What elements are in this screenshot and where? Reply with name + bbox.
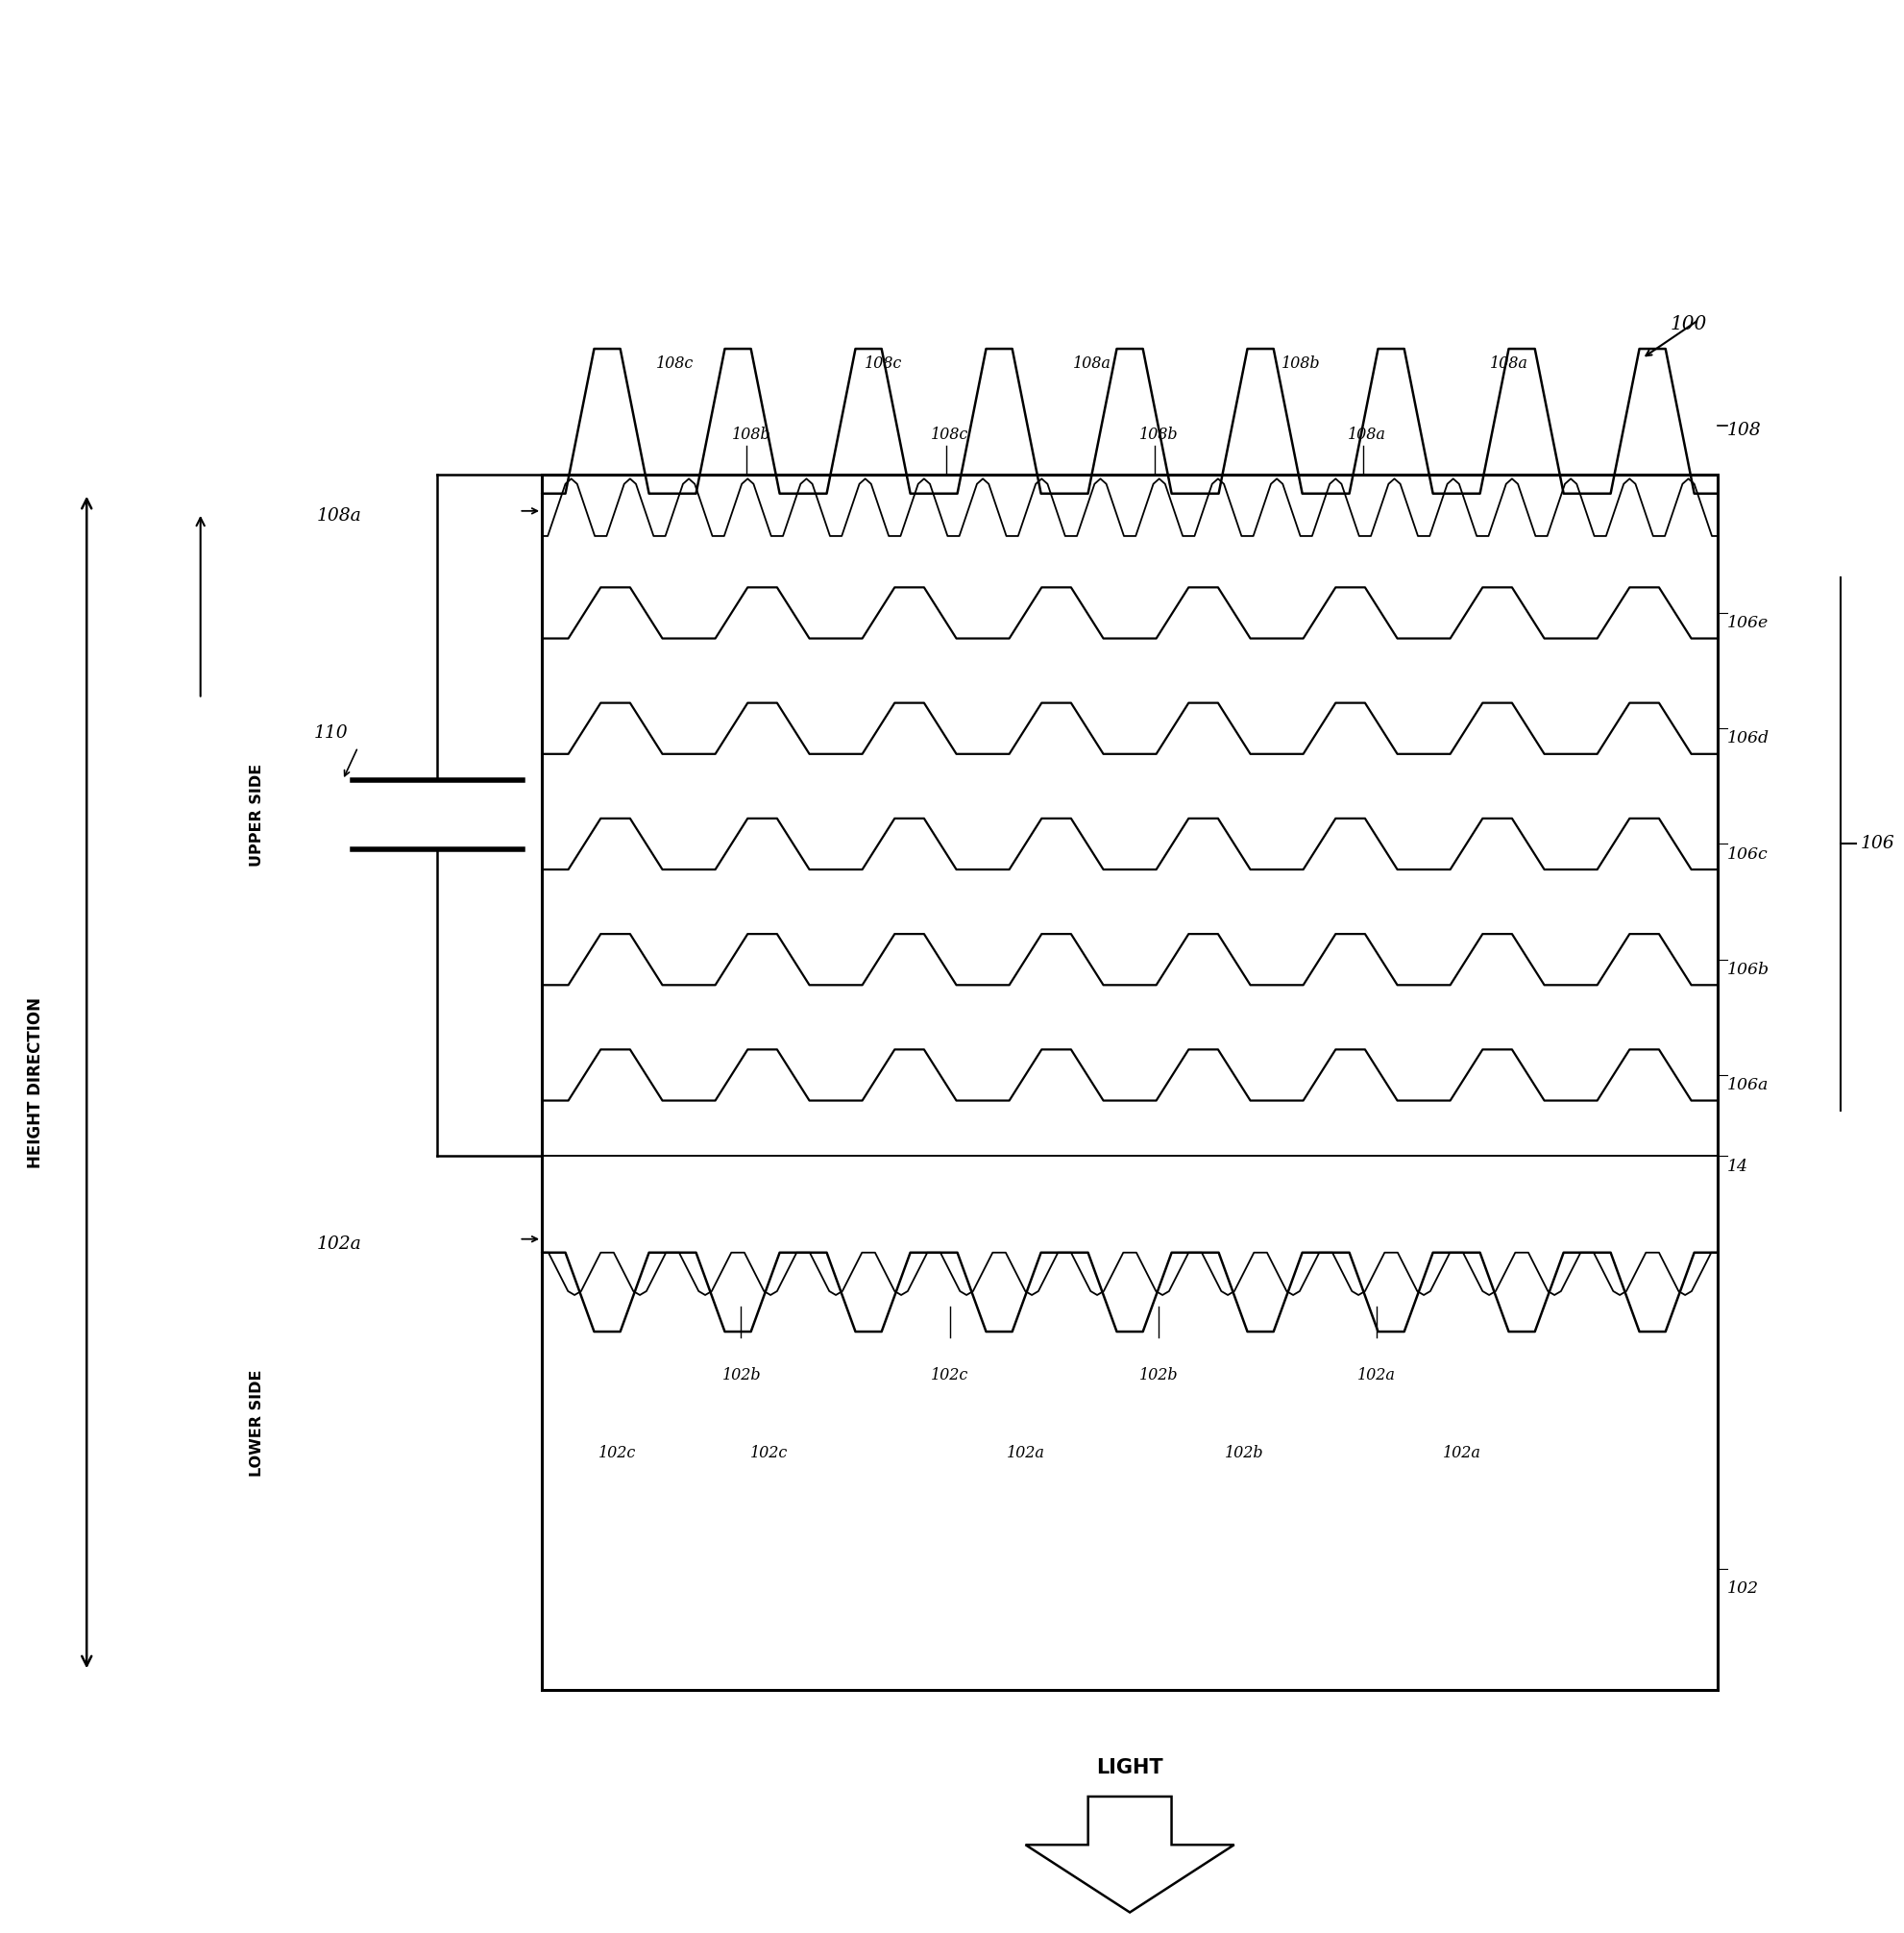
Text: 102c: 102c xyxy=(750,1444,788,1461)
Text: 110: 110 xyxy=(314,725,348,742)
Text: 108: 108 xyxy=(1727,421,1761,439)
Text: 102c: 102c xyxy=(598,1444,636,1461)
Text: 108b: 108b xyxy=(731,427,771,443)
Text: 108a: 108a xyxy=(1348,427,1386,443)
Text: 106d: 106d xyxy=(1727,731,1769,746)
Text: 102a: 102a xyxy=(1007,1444,1045,1461)
Text: 102c: 102c xyxy=(931,1367,969,1384)
Text: 108c: 108c xyxy=(931,427,969,443)
Text: UPPER SIDE: UPPER SIDE xyxy=(249,764,265,866)
Text: 100: 100 xyxy=(1670,315,1708,332)
Text: 108c: 108c xyxy=(655,356,693,371)
Text: 14: 14 xyxy=(1727,1158,1748,1175)
Text: 102b: 102b xyxy=(1224,1444,1264,1461)
Text: 106a: 106a xyxy=(1727,1077,1769,1094)
Text: 108c: 108c xyxy=(864,356,902,371)
Text: 106c: 106c xyxy=(1727,847,1769,862)
Text: 106e: 106e xyxy=(1727,615,1769,632)
Text: 102b: 102b xyxy=(722,1367,762,1384)
Text: 108a: 108a xyxy=(1491,356,1529,371)
Text: HEIGHT DIRECTION: HEIGHT DIRECTION xyxy=(27,997,44,1168)
Text: LOWER SIDE: LOWER SIDE xyxy=(249,1369,265,1477)
Text: 102a: 102a xyxy=(1358,1367,1396,1384)
Text: 108a: 108a xyxy=(1074,356,1112,371)
Text: 102a: 102a xyxy=(1443,1444,1481,1461)
Text: 102a: 102a xyxy=(316,1235,362,1253)
Text: 108b: 108b xyxy=(1139,427,1179,443)
Text: LIGHT: LIGHT xyxy=(1097,1757,1163,1776)
Text: 106b: 106b xyxy=(1727,961,1769,978)
Text: 108a: 108a xyxy=(316,506,362,524)
Text: 102b: 102b xyxy=(1139,1367,1179,1384)
Text: 102: 102 xyxy=(1727,1581,1759,1597)
Text: 108b: 108b xyxy=(1281,356,1321,371)
Text: 106: 106 xyxy=(1860,835,1894,852)
